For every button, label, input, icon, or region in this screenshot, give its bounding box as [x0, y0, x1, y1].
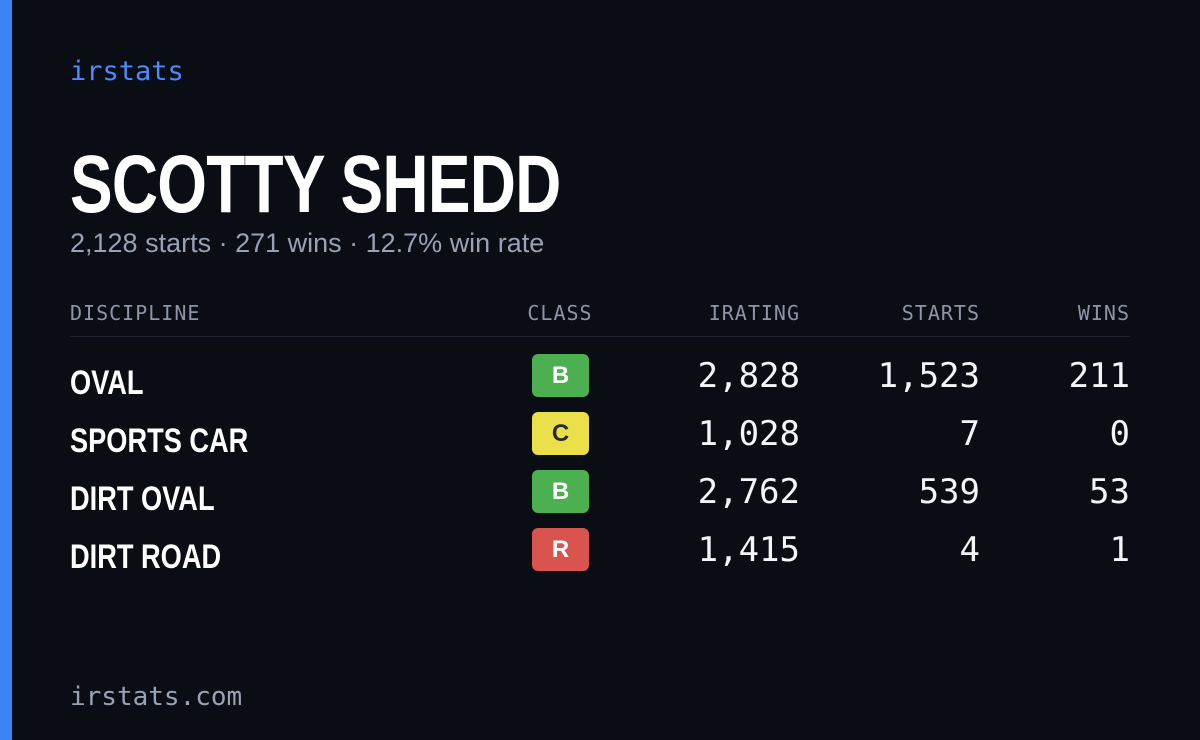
- header-rule: [70, 336, 1130, 337]
- footer: irstats.com: [70, 682, 243, 712]
- starts: 7: [959, 414, 980, 454]
- starts: 539: [918, 472, 980, 512]
- wins: 1: [1109, 530, 1130, 570]
- class-badge: C: [532, 412, 589, 455]
- class-badge: B: [532, 354, 589, 397]
- summary: 2,128 starts · 271 wins · 12.7% win rate: [70, 228, 545, 258]
- class-badge: B: [532, 470, 589, 513]
- irating: 2,828: [697, 356, 800, 396]
- wins: 211: [1068, 356, 1130, 396]
- column-header: IRATING: [708, 301, 800, 325]
- accent-bar: [0, 0, 12, 740]
- column-header: WINS: [1077, 301, 1130, 325]
- discipline: DIRT OVAL: [70, 480, 215, 518]
- wins: 0: [1109, 414, 1130, 454]
- irating: 2,762: [697, 472, 800, 512]
- discipline: SPORTS CAR: [70, 422, 249, 460]
- irating: 1,415: [697, 530, 800, 570]
- wins: 53: [1089, 472, 1130, 512]
- brand: irstats: [70, 56, 184, 87]
- class-badge: R: [532, 528, 589, 571]
- discipline: OVAL: [70, 364, 144, 402]
- starts: 1,523: [877, 356, 980, 396]
- column-header: DISCIPLINE: [70, 301, 201, 325]
- driver-name: SCOTTY SHEDD: [70, 139, 561, 230]
- column-header: CLASS: [527, 301, 593, 325]
- starts: 4: [959, 530, 980, 570]
- irating: 1,028: [697, 414, 800, 454]
- discipline: DIRT ROAD: [70, 538, 222, 576]
- column-header: STARTS: [901, 301, 980, 325]
